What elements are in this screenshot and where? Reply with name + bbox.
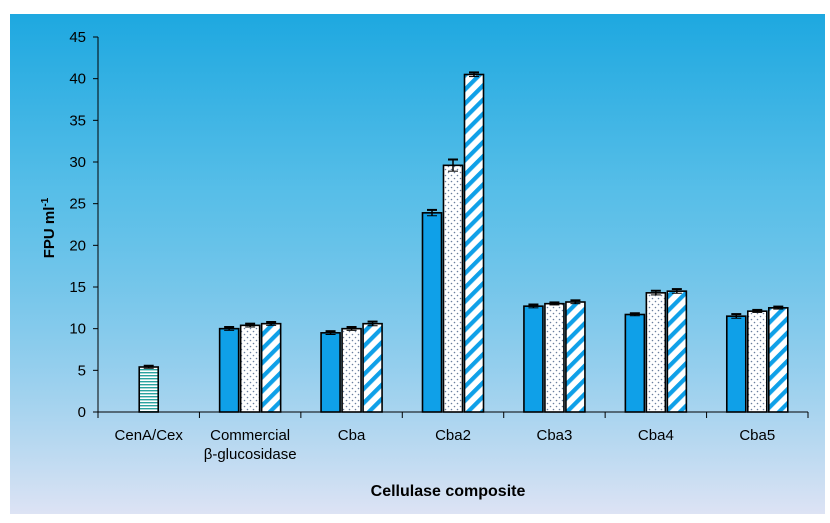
chart-background [10, 14, 825, 514]
x-tick-label-line: Cba3 [536, 427, 572, 444]
x-tick-label-line: Cba2 [435, 427, 471, 444]
y-tick-label: 25 [69, 196, 86, 213]
bar-solid [523, 305, 544, 413]
bar-diagonal [565, 301, 586, 413]
x-tick-label-line: Cba4 [638, 427, 674, 444]
bars [138, 71, 789, 413]
y-tick-label: 15 [69, 279, 86, 296]
x-tick-label-line: Cba5 [739, 427, 775, 444]
y-axis-title: FPU ml-1 [40, 197, 58, 258]
bar-diagonal [260, 322, 282, 413]
labels: CenA/Cex Commercial β-glucosidase Cba Cba2 Cb… [115, 427, 776, 463]
x-tick-label: Commercial β-glucosidase [204, 427, 297, 463]
y-axis-title-superscript: -1 [40, 197, 51, 206]
x-tick-label: Cba [338, 427, 366, 444]
bar-diagonal [767, 307, 789, 413]
x-tick-label: Cba3 [536, 427, 572, 444]
bar-solid [218, 327, 240, 413]
bar-diagonal [666, 290, 688, 413]
y-tick-label: 30 [69, 154, 86, 171]
bar-solid [421, 212, 443, 413]
x-tick-label: Cba4 [638, 427, 674, 444]
y-tick-label: 40 [69, 71, 86, 88]
y-axis-title-main: FPU ml [41, 207, 58, 259]
bar-horizontal-lines [138, 366, 160, 413]
x-tick-label-line: Commercial [210, 427, 290, 444]
bar-solid [725, 315, 747, 413]
y-tick-label: 45 [69, 29, 86, 46]
bar-diagonal [362, 322, 383, 413]
bar-dots [544, 302, 565, 413]
y-tick-label: 35 [69, 112, 86, 129]
x-tick-label: Cba2 [435, 427, 471, 444]
x-axis-title: Cellulase composite [371, 483, 526, 500]
bar-dots [746, 310, 768, 413]
y-tick-label: 5 [78, 362, 86, 379]
bar-dots [442, 164, 464, 413]
x-tick-label-line: β-glucosidase [204, 446, 297, 463]
bar-solid [320, 332, 341, 413]
x-tick-label-line: Cba [338, 427, 366, 444]
bar-dots [239, 324, 261, 413]
bar-dots [645, 292, 667, 413]
bar-dots [341, 327, 362, 413]
y-tick-label: 0 [78, 404, 86, 421]
x-tick-label: Cba5 [739, 427, 775, 444]
bar-solid [624, 313, 646, 413]
x-tick-label-line: CenA/Cex [115, 427, 184, 444]
bar-diagonal [463, 73, 485, 413]
y-tick-label: 10 [69, 321, 86, 338]
x-tick-label: CenA/Cex [115, 427, 184, 444]
y-tick-label: 20 [69, 237, 86, 254]
